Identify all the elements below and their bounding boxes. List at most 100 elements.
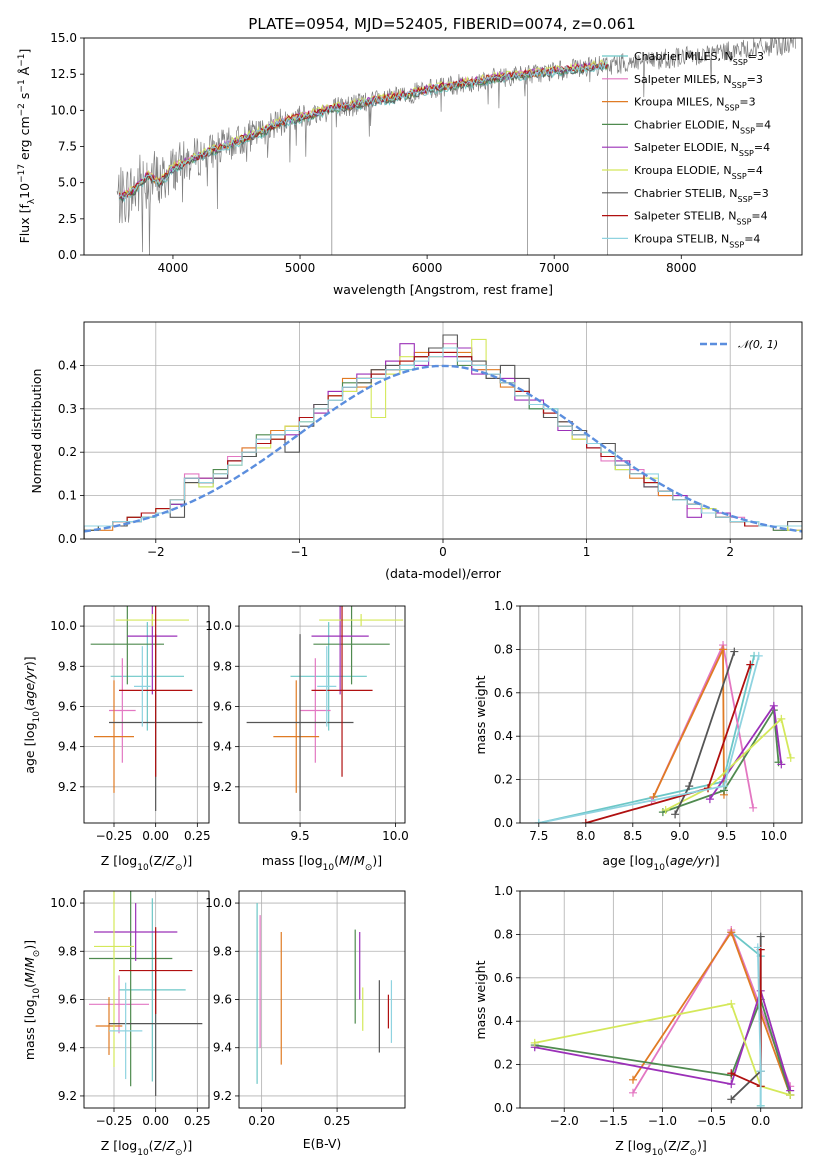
mass-weight-marker <box>727 1095 736 1104</box>
y-tick-label: 12.5 <box>50 67 77 81</box>
plot-area <box>90 606 203 811</box>
x-tick-label: 7000 <box>539 261 570 275</box>
legend-entry: Chabrier STELIB, NSSP=3 <box>634 187 769 204</box>
legend-entry: Kroupa STELIB, NSSP=4 <box>634 232 760 249</box>
mass-weight-line <box>665 717 792 811</box>
legend-entry: Chabrier MILES, NSSP=3 <box>634 50 764 67</box>
mass-weight-marker <box>786 1090 795 1099</box>
model-line <box>119 64 609 202</box>
x-tick-label: 10.0 <box>382 829 409 843</box>
axes-frame <box>238 605 406 824</box>
panel-age_vs_Z: −0.25 0.00 0.25 9.2 9.4 9.6 9.8 10.0 Z [log10(Z/… <box>22 605 211 873</box>
panel-massweight_vs_age: 7.5 8.0 8.5 9.0 9.5 10.0 0.0 0.2 0.4 0.6 0.8 1.0 age… <box>473 599 803 873</box>
legend-entry: Salpeter ELODIE, NSSP=4 <box>634 141 770 158</box>
x-tick-label: −0.5 <box>697 1114 726 1128</box>
y-axis-label: mass weight <box>473 960 488 1039</box>
y-tick-label: 9.8 <box>58 944 77 958</box>
x-tick-label: 0.00 <box>142 1114 169 1128</box>
y-tick-label: 9.2 <box>58 780 77 794</box>
x-axis-label: age [log10(age/yr)] <box>602 853 719 873</box>
y-tick-label: 0.3 <box>58 402 77 416</box>
model-line <box>119 59 609 198</box>
plot-area <box>530 926 795 1108</box>
legend-entry: Chabrier ELODIE, NSSP=4 <box>634 118 771 135</box>
x-tick-label: 10.0 <box>760 829 787 843</box>
x-tick-label: 8.0 <box>576 829 595 843</box>
mass-weight-line <box>585 664 752 823</box>
x-tick-label: 0.20 <box>248 1114 275 1128</box>
y-tick-label: 1.0 <box>494 599 513 613</box>
x-tick-label: −1 <box>291 545 309 559</box>
y-tick-label: 10.0 <box>50 896 77 910</box>
y-tick-label: 9.2 <box>213 780 232 794</box>
panel-mass_vs_EBV: 0.20 0.25 9.2 9.4 9.6 9.8 10.0 E(B-V) <box>205 890 406 1151</box>
mass-weight-marker <box>753 943 762 952</box>
y-tick-label: 9.4 <box>58 1041 77 1055</box>
plot-area <box>246 606 404 811</box>
y-tick-label: 9.6 <box>213 699 232 713</box>
x-tick-label: 4000 <box>158 261 189 275</box>
axes-frame <box>519 890 803 1109</box>
plot-area <box>116 38 796 255</box>
x-tick-label: 9.5 <box>717 829 736 843</box>
y-tick-label: 0.4 <box>58 358 77 372</box>
mass-weight-marker <box>754 651 763 660</box>
mass-weight-marker <box>777 760 786 769</box>
y-tick-label: 1.0 <box>494 884 513 898</box>
mass-weight-marker <box>719 645 728 654</box>
panel-spectrum: 4000 5000 6000 7000 8000 0.0 2.5 5.0 7.5 10.0 12.5… <box>17 31 803 297</box>
legend-entry: Salpeter MILES, NSSP=3 <box>634 73 763 90</box>
y-tick-label: 0.4 <box>494 729 513 743</box>
mass-weight-marker <box>749 803 758 812</box>
x-tick-label: 9.0 <box>670 829 689 843</box>
legend-entry: Salpeter STELIB, NSSP=4 <box>634 210 768 227</box>
x-axis-label: (data-model)/error <box>385 566 502 581</box>
y-tick-label: 0.8 <box>494 927 513 941</box>
x-tick-label: 7.5 <box>529 829 548 843</box>
x-tick-label: 2 <box>726 545 734 559</box>
y-axis-label: Flux [fλ10−17 erg cm−2 s−1 Å−1] <box>17 49 37 244</box>
x-tick-label: 0 <box>439 545 447 559</box>
model-line <box>119 61 608 200</box>
model-line <box>119 63 608 203</box>
figure-title: PLATE=0954, MJD=52405, FIBERID=0074, z=0… <box>248 15 635 33</box>
y-tick-label: 9.8 <box>58 659 77 673</box>
mass-weight-line <box>650 642 754 808</box>
plot-area <box>89 891 203 1096</box>
y-tick-label: 0.2 <box>494 773 513 787</box>
x-axis-label: Z [log10(Z/Z⊙)] <box>101 1138 193 1158</box>
mass-weight-marker <box>719 782 728 791</box>
x-axis-label: mass [log10(M/M⊙)] <box>262 853 382 873</box>
x-axis-label: Z [log10(Z/Z⊙)] <box>615 1138 707 1158</box>
x-tick-label: −1.5 <box>599 1114 628 1128</box>
histogram-step <box>84 347 802 539</box>
mass-weight-marker <box>581 819 590 823</box>
y-tick-label: 0.0 <box>494 816 513 830</box>
x-tick-label: −2.0 <box>550 1114 579 1128</box>
mass-weight-marker <box>746 660 755 669</box>
x-tick-label: 0.0 <box>751 1114 770 1128</box>
y-tick-label: 9.8 <box>213 944 232 958</box>
mass-weight-marker <box>727 999 736 1008</box>
y-axis-label: mass [log10(M/M⊙)] <box>22 940 42 1060</box>
model-line <box>119 61 608 199</box>
y-tick-label: 9.6 <box>58 699 77 713</box>
y-tick-label: 9.2 <box>213 1089 232 1103</box>
y-tick-label: 0.0 <box>58 532 77 546</box>
mass-weight-marker <box>756 1104 765 1108</box>
mass-weight-marker <box>661 805 670 814</box>
y-tick-label: 2.5 <box>58 212 77 226</box>
y-tick-label: 9.4 <box>213 740 232 754</box>
x-tick-label: 9.5 <box>291 829 310 843</box>
y-tick-label: 10.0 <box>50 619 77 633</box>
x-tick-label: 8.5 <box>623 829 642 843</box>
x-axis-label: wavelength [Angstrom, rest frame] <box>333 282 553 297</box>
y-tick-label: 9.6 <box>58 993 77 1007</box>
x-tick-label: 0.25 <box>184 1114 211 1128</box>
mass-weight-marker <box>756 1067 765 1076</box>
axes-frame <box>519 605 803 824</box>
x-tick-label: 8000 <box>666 261 697 275</box>
legend: Chabrier MILES, NSSP=3 Salpeter MILES, NS… <box>602 50 771 249</box>
plot-area <box>84 334 802 539</box>
